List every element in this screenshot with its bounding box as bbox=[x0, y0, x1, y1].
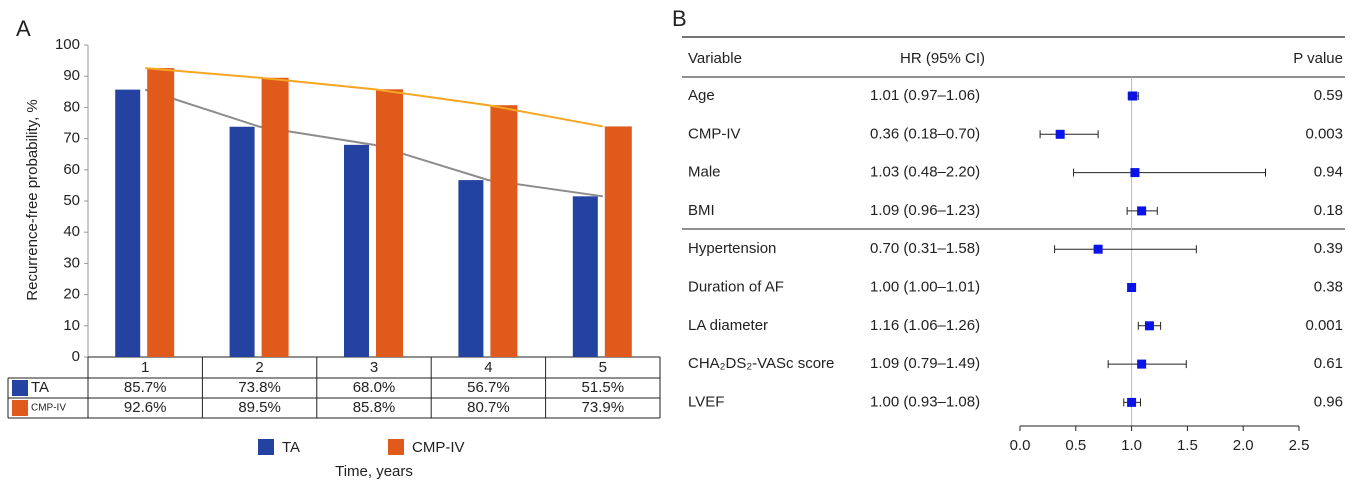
column-header: Variable bbox=[688, 50, 742, 67]
hr-ci: 0.70 (0.31–1.58) bbox=[870, 240, 980, 257]
p-value: 0.94 bbox=[1314, 164, 1343, 181]
bar bbox=[344, 144, 369, 357]
panel-label: B bbox=[672, 6, 687, 31]
variable: CHA₂DS₂-VASc score bbox=[688, 355, 834, 372]
p-value: 0.59 bbox=[1314, 87, 1343, 104]
hr-marker bbox=[1127, 283, 1137, 292]
legend-swatch bbox=[12, 380, 28, 396]
y-tick-label: 90 bbox=[63, 67, 80, 84]
table-value: 73.8% bbox=[238, 379, 281, 396]
y-tick-label: 70 bbox=[63, 130, 80, 147]
table-value: 92.6% bbox=[124, 399, 167, 416]
x-tick-label: 0.0 bbox=[1010, 437, 1031, 454]
bar bbox=[147, 68, 175, 357]
y-tick-label: 50 bbox=[63, 192, 80, 209]
hr-ci: 0.36 (0.18–0.70) bbox=[870, 125, 980, 142]
bar bbox=[376, 89, 403, 357]
hr-ci: 1.00 (0.93–1.08) bbox=[870, 393, 980, 410]
legend-swatch bbox=[388, 439, 404, 455]
x-tick-label: 5 bbox=[599, 359, 607, 376]
table-value: 89.5% bbox=[238, 399, 281, 416]
hr-marker bbox=[1127, 397, 1137, 407]
hr-marker bbox=[1055, 129, 1065, 139]
hr-marker bbox=[1137, 359, 1147, 369]
x-axis-label: Time, years bbox=[335, 463, 413, 480]
hr-marker bbox=[1137, 206, 1147, 216]
p-value: 0.96 bbox=[1314, 393, 1343, 410]
y-tick-label: 10 bbox=[63, 317, 80, 334]
p-value: 0.39 bbox=[1314, 240, 1343, 257]
y-tick-label: 40 bbox=[63, 223, 80, 240]
table-value: 51.5% bbox=[582, 379, 625, 396]
hr-ci: 1.01 (0.97–1.06) bbox=[870, 87, 980, 104]
p-value: 0.38 bbox=[1314, 278, 1343, 295]
table-value: 68.0% bbox=[353, 379, 396, 396]
column-header: HR (95% CI) bbox=[900, 50, 985, 67]
x-tick-label: 3 bbox=[370, 359, 378, 376]
hr-ci: 1.09 (0.79–1.49) bbox=[870, 355, 980, 372]
bar bbox=[458, 180, 484, 357]
x-tick-label: 2.0 bbox=[1233, 437, 1254, 454]
hr-ci: 1.03 (0.48–2.20) bbox=[870, 164, 980, 181]
x-tick-label: 4 bbox=[484, 359, 492, 376]
bar bbox=[490, 105, 518, 357]
table-value: 80.7% bbox=[467, 399, 510, 416]
bar bbox=[604, 126, 632, 357]
p-value: 0.61 bbox=[1314, 355, 1343, 372]
legend-swatch bbox=[12, 400, 28, 416]
table-row-label: CMP-IV bbox=[31, 403, 66, 414]
panel-label: A bbox=[16, 16, 31, 41]
table-row-label: TA bbox=[31, 379, 49, 396]
x-tick-label: 2.5 bbox=[1289, 437, 1310, 454]
bar bbox=[572, 196, 598, 357]
x-tick-label: 1.0 bbox=[1121, 437, 1142, 454]
bar bbox=[229, 126, 255, 357]
p-value: 0.18 bbox=[1314, 202, 1343, 219]
hr-marker bbox=[1130, 168, 1140, 178]
y-axis-label: Recurrence-free probability, % bbox=[24, 99, 41, 300]
hr-ci: 1.09 (0.96–1.23) bbox=[870, 202, 980, 219]
hr-marker bbox=[1093, 244, 1103, 254]
x-tick-label: 1 bbox=[141, 359, 149, 376]
variable: Age bbox=[688, 87, 715, 104]
y-tick-label: 20 bbox=[63, 286, 80, 303]
y-tick-label: 100 bbox=[55, 36, 80, 53]
hr-ci: 1.00 (1.00–1.01) bbox=[870, 278, 980, 295]
x-tick-label: 0.5 bbox=[1065, 437, 1086, 454]
variable: BMI bbox=[688, 202, 715, 219]
table-value: 73.9% bbox=[582, 399, 625, 416]
variable: LVEF bbox=[688, 393, 724, 410]
x-tick-label: 1.5 bbox=[1177, 437, 1198, 454]
table-value: 56.7% bbox=[467, 379, 510, 396]
legend-label: TA bbox=[282, 439, 300, 456]
variable: Hypertension bbox=[688, 240, 776, 257]
variable: Duration of AF bbox=[688, 278, 784, 295]
y-tick-label: 60 bbox=[63, 161, 80, 178]
p-value: 0.003 bbox=[1305, 125, 1343, 142]
trend-line bbox=[144, 88, 603, 198]
bar bbox=[115, 89, 141, 357]
table-value: 85.7% bbox=[124, 379, 167, 396]
variable: LA diameter bbox=[688, 317, 768, 334]
legend-swatch bbox=[258, 439, 274, 455]
hr-marker bbox=[1144, 321, 1154, 331]
column-header: P value bbox=[1293, 50, 1343, 67]
variable: Male bbox=[688, 164, 721, 181]
x-tick-label: 2 bbox=[255, 359, 263, 376]
hr-marker bbox=[1128, 91, 1138, 101]
y-tick-label: 80 bbox=[63, 98, 80, 115]
trend-line bbox=[145, 67, 603, 128]
hr-ci: 1.16 (1.06–1.26) bbox=[870, 317, 980, 334]
y-tick-label: 0 bbox=[72, 348, 80, 365]
legend-label: CMP-IV bbox=[412, 439, 465, 456]
variable: CMP-IV bbox=[688, 125, 741, 142]
y-tick-label: 30 bbox=[63, 254, 80, 271]
table-value: 85.8% bbox=[353, 399, 396, 416]
p-value: 0.001 bbox=[1305, 317, 1343, 334]
bar bbox=[261, 77, 289, 357]
